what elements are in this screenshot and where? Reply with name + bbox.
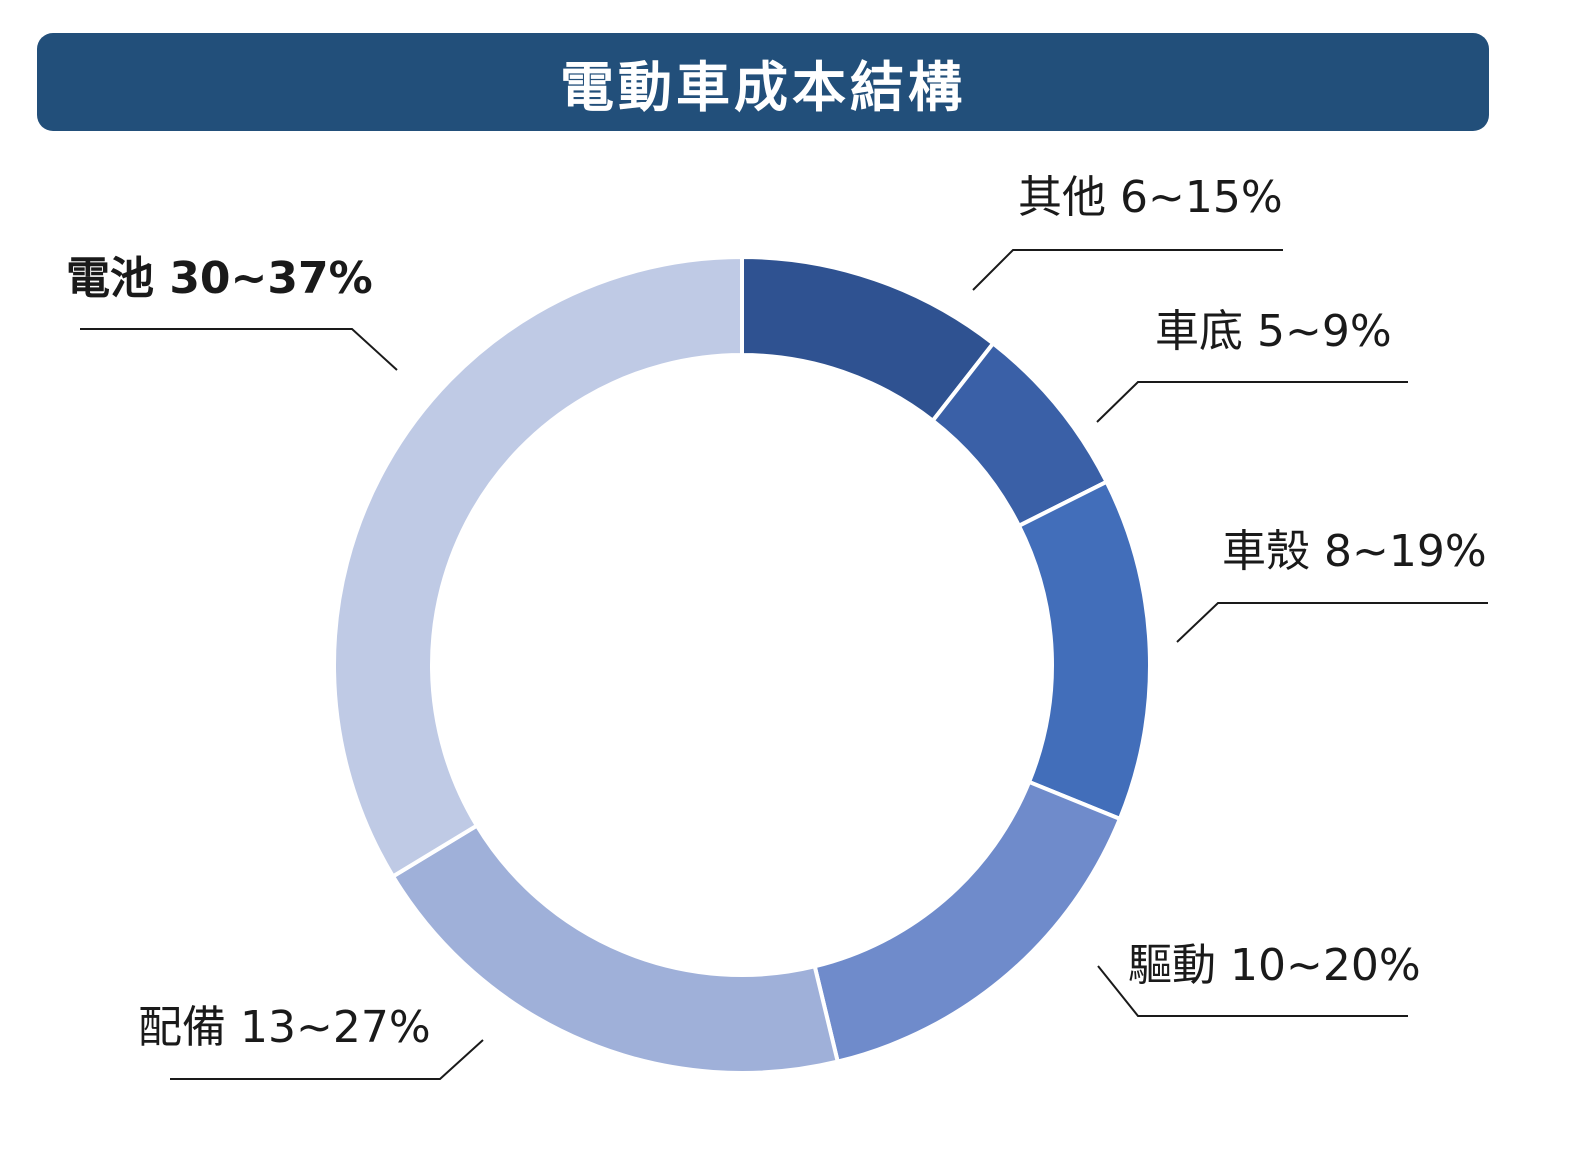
slice-drive <box>812 779 1123 1065</box>
leader-line-equipment <box>170 1039 484 1080</box>
leader-lines <box>80 249 1488 1080</box>
leader-line-drive <box>1097 965 1408 1017</box>
label-body-shell: 車殼 8~19% <box>1222 526 1487 577</box>
leader-line-body-shell <box>1176 602 1488 643</box>
leader-line-other <box>972 249 1283 291</box>
label-drive: 驅動 10~20% <box>1128 940 1421 991</box>
chart-title: 電動車成本結構 <box>560 55 966 119</box>
leader-line-battery <box>80 328 398 371</box>
slice-equipment <box>390 822 841 1075</box>
leader-line-chassis <box>1096 381 1408 423</box>
label-battery: 電池 30~37% <box>66 253 373 304</box>
title-banner: 電動車成本結構 <box>37 33 1489 131</box>
label-chassis: 車底 5~9% <box>1155 306 1392 357</box>
label-other: 其他 6~15% <box>1018 172 1283 223</box>
slice-battery <box>332 254 744 880</box>
donut-slices <box>332 254 1152 1075</box>
slice-body-shell <box>1016 479 1152 822</box>
label-equipment: 配備 13~27% <box>138 1002 431 1053</box>
